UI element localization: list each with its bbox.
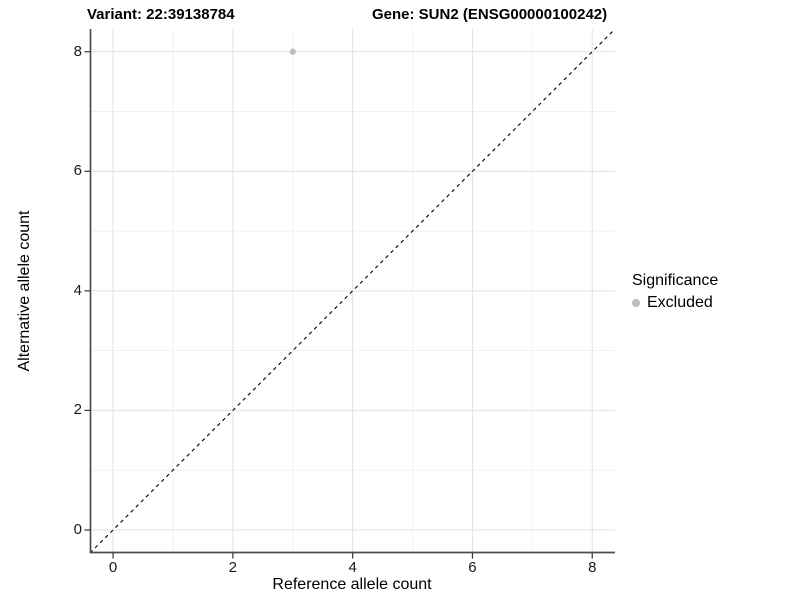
y-tick-label: 8: [73, 42, 82, 60]
legend-entries: Excluded: [632, 294, 718, 312]
legend-point-icon: [632, 299, 640, 307]
y-tick-label: 0: [73, 520, 82, 538]
x-tick-label: 0: [108, 559, 118, 576]
x-axis-title: Reference allele count: [272, 576, 432, 593]
y-tick-label: 4: [73, 281, 82, 299]
gene-title: Gene: SUN2 (ENSG00000100242): [372, 6, 608, 23]
x-tick-label: 4: [348, 559, 357, 576]
plot-area: [84, 28, 616, 559]
y-tick-label: 6: [73, 162, 82, 180]
variant-title: Variant: 22:39138784: [87, 6, 235, 23]
y-tick-label: 2: [73, 401, 82, 419]
y-axis-title: Alternative allele count: [16, 210, 33, 372]
x-tick-label: 8: [588, 559, 597, 576]
legend-label: Excluded: [647, 294, 713, 311]
data-point: [289, 48, 296, 55]
x-tick-label: 6: [468, 559, 477, 576]
legend-title: Significance: [632, 272, 719, 289]
legend-entry: Excluded: [632, 294, 718, 312]
plot-panel: [84, 28, 616, 559]
identity-dashed-line: [89, 28, 616, 554]
x-tick-label: 2: [228, 559, 238, 576]
legend: Significance Excluded: [632, 272, 718, 312]
